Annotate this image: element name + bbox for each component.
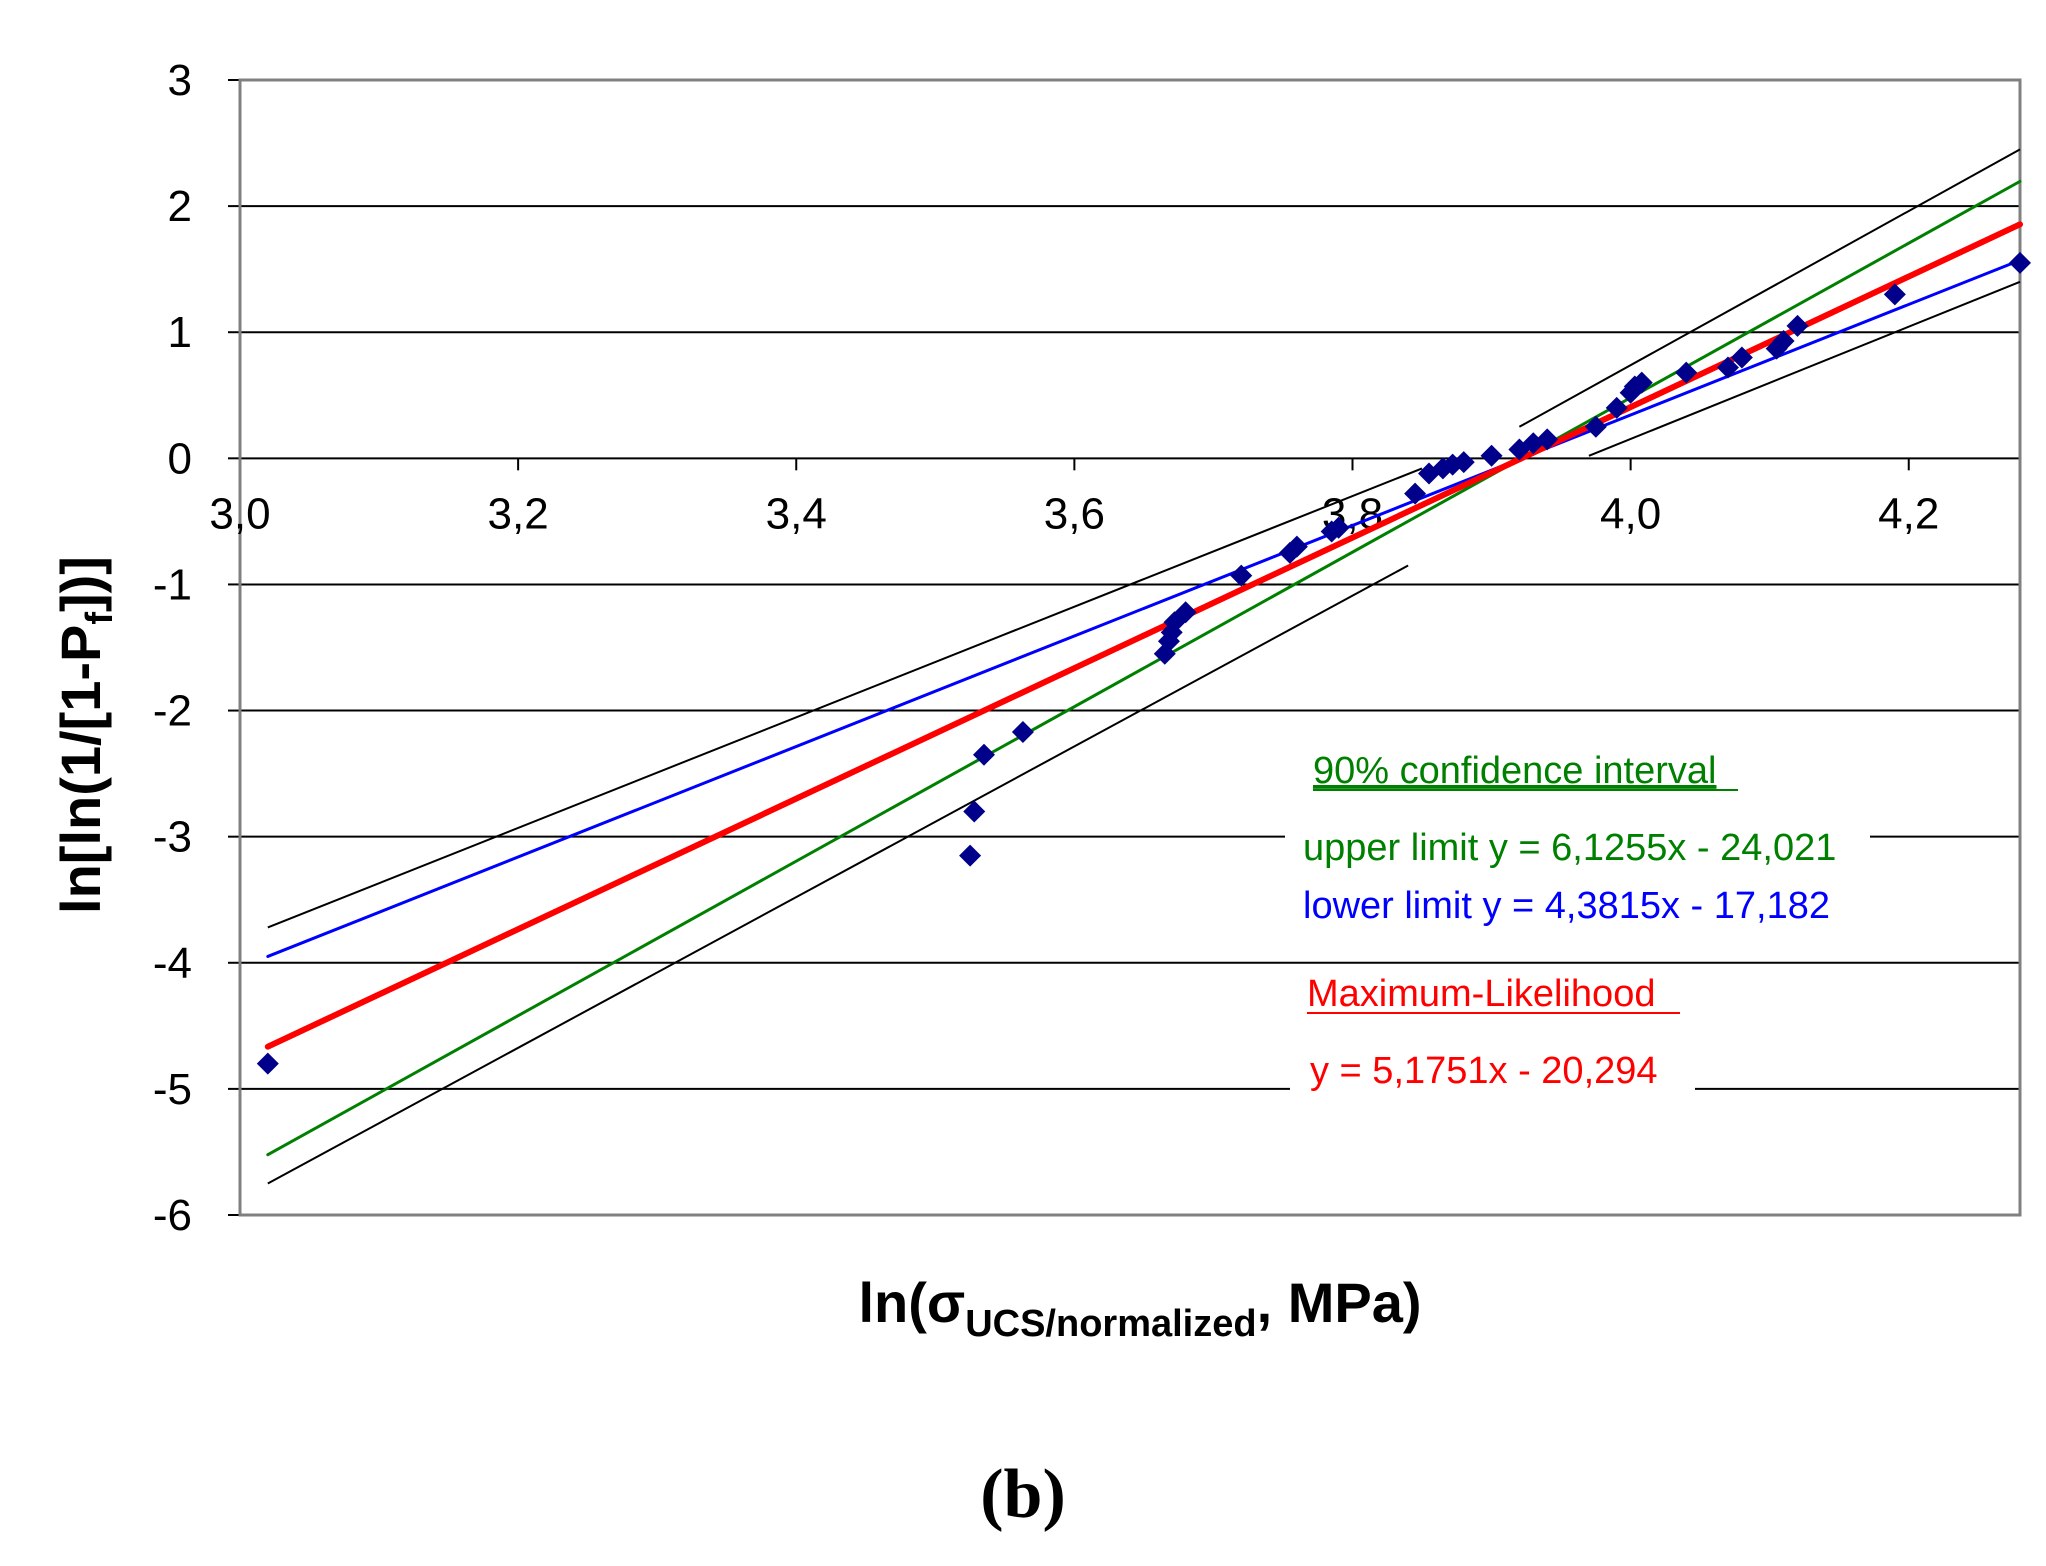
- data-point-24: [1584, 415, 1607, 438]
- lower-eq-bg: [1275, 880, 1870, 930]
- legend-annotations: 90% confidence interval upper limit y = …: [1275, 750, 1870, 1095]
- data-point-34: [1786, 314, 1809, 337]
- x-tick-labels: 3,0 3,2 3,4 3,6 3,8 4,0 4,2: [209, 489, 1939, 538]
- ml-equation: y = 5,1751x - 20,294: [1310, 1050, 1658, 1092]
- data-point-10: [1230, 564, 1253, 587]
- data-point-14: [1327, 516, 1350, 539]
- y-tick-label-2: 1: [168, 308, 192, 357]
- x-tick-label-2: 3,4: [766, 489, 827, 538]
- y-tick-label-8: -5: [153, 1065, 192, 1114]
- x-tick-label-1: 3,2: [488, 489, 549, 538]
- data-point-33: [1772, 330, 1795, 353]
- data-point-28: [1630, 371, 1653, 394]
- y-tick-label-7: -4: [153, 939, 192, 988]
- data-point-3: [972, 743, 995, 766]
- y-tick-label-3: 0: [168, 434, 192, 483]
- data-point-20: [1480, 444, 1503, 467]
- ml-eq-bg: [1290, 1045, 1695, 1095]
- data-point-1: [959, 844, 982, 867]
- x-tick-label-6: 4,2: [1878, 489, 1939, 538]
- y-tick-label-6: -3: [153, 813, 192, 862]
- x-tick-label-5: 4,0: [1600, 489, 1661, 538]
- data-point-4: [1011, 720, 1034, 743]
- y-tick-label-9: -6: [153, 1191, 192, 1240]
- y-tick-label-0: 3: [168, 56, 192, 105]
- upper-limit-equation: upper limit y = 6,1255x - 24,021: [1303, 827, 1836, 869]
- data-point-25: [1605, 396, 1628, 419]
- upper-limit-line: [266, 179, 2022, 1157]
- data-point-9: [1174, 601, 1197, 624]
- band-lower-right-line: [1588, 280, 2021, 457]
- fit-lines: [264, 179, 2023, 1157]
- upper-eq-bg: [1285, 822, 1870, 872]
- data-point-35: [1883, 283, 1906, 306]
- data-points: [256, 251, 2031, 1075]
- data-point-23: [1536, 428, 1559, 451]
- confidence-band-curves: [267, 148, 2021, 1185]
- data-point-29: [1675, 361, 1698, 384]
- data-point-19: [1452, 451, 1475, 474]
- lower-limit-equation: lower limit y = 4,3815x - 17,182: [1303, 885, 1830, 927]
- band-upper-right-line: [1518, 148, 2021, 428]
- data-point-30: [1716, 356, 1739, 379]
- data-point-0: [256, 1052, 279, 1075]
- data-point-36: [2009, 251, 2031, 274]
- y-tick-label-5: -2: [153, 687, 192, 736]
- x-tick-label-0: 3,0: [209, 489, 270, 538]
- data-point-12: [1285, 535, 1308, 558]
- ml-title: Maximum-Likelihood: [1307, 973, 1655, 1015]
- y-tick-label-1: 2: [168, 182, 192, 231]
- band-upper-left-line: [267, 467, 1423, 929]
- data-point-2: [963, 800, 986, 823]
- ci-title: 90% confidence interval: [1313, 750, 1716, 792]
- figure-caption: (b): [980, 1456, 1066, 1533]
- y-tick-label-4: -1: [153, 560, 192, 609]
- data-point-15: [1404, 482, 1427, 505]
- x-tick-label-3: 3,6: [1044, 489, 1105, 538]
- data-point-31: [1730, 346, 1753, 369]
- plot-frame: [238, 78, 2022, 1217]
- x-axis-label: ln(σUCS/normalized, MPa): [858, 1271, 1421, 1345]
- y-tick-labels: 3 2 1 0 -1 -2 -3 -4 -5 -6: [153, 56, 192, 1240]
- band-lower-left-line: [267, 564, 1409, 1185]
- y-axis-label: ln[ln(1/[1-Pf])]: [49, 556, 121, 914]
